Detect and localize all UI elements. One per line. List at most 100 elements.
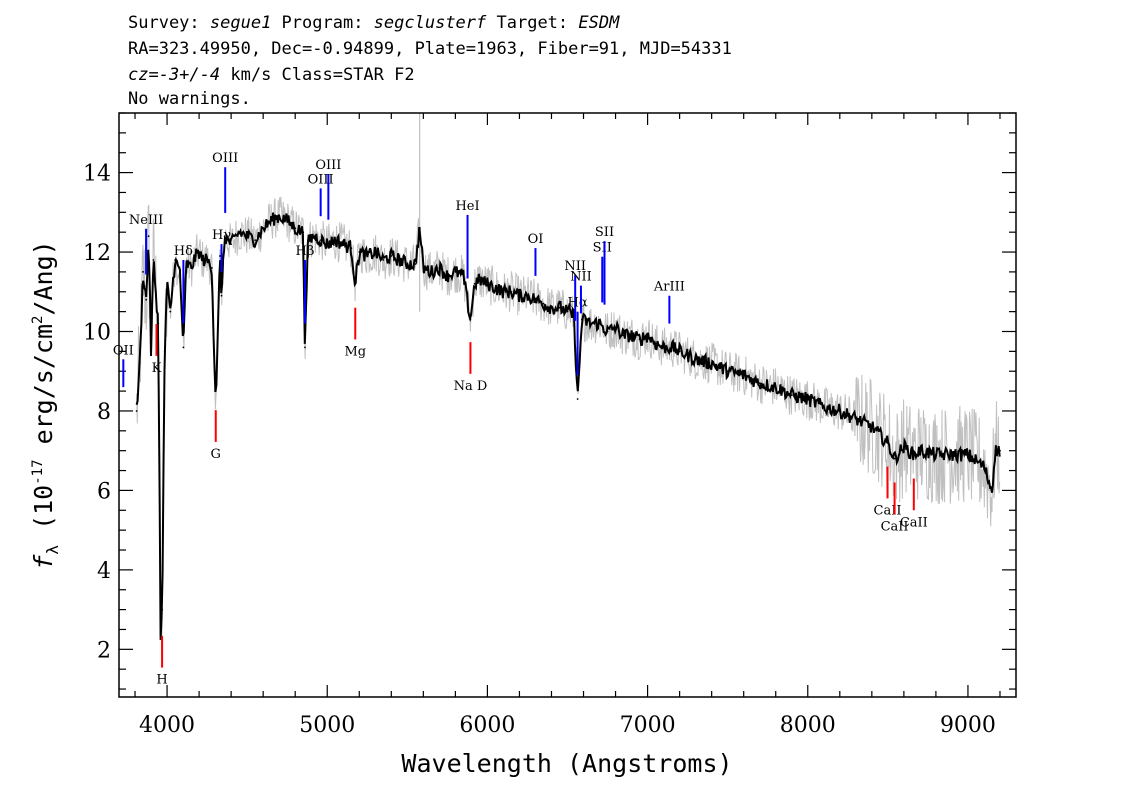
flux-point (262, 227, 265, 230)
y-title-f: f (29, 554, 58, 570)
flux-point (903, 445, 905, 448)
flux-point (254, 239, 257, 242)
y-title-mid2: erg/s/cm (29, 324, 58, 459)
y-title-exp1: -17 (30, 459, 46, 484)
absorption-line-label: Na D (454, 379, 488, 394)
flux-point (550, 306, 553, 309)
flux-series (135, 212, 1001, 640)
x-tick-label: 4000 (139, 713, 195, 738)
flux-point (622, 334, 625, 337)
flux-point (469, 318, 472, 321)
header-line1-part-1: segue1 (210, 13, 271, 33)
x-tick-label: 5000 (299, 713, 355, 738)
flux-point (454, 271, 457, 273)
x-tick-label: 8000 (780, 713, 836, 738)
flux-point (179, 271, 181, 273)
absorption-line-label: CaII (874, 503, 902, 518)
flux-point (662, 346, 665, 349)
flux-point (238, 231, 241, 234)
emission-line-label: Hα (568, 296, 588, 311)
flux-point (774, 386, 777, 388)
header-line1-part-5: ESDM (578, 13, 620, 33)
flux-point (758, 382, 761, 384)
flux-point (983, 465, 985, 468)
header-line1-part-2: Program: (271, 13, 373, 33)
flux-point (414, 263, 417, 265)
flux-point (991, 489, 993, 492)
flux-point (223, 235, 226, 238)
flux-point (854, 418, 857, 420)
flux-point (157, 322, 160, 325)
flux-point (211, 267, 213, 269)
flux-point (576, 398, 579, 400)
flux-point (190, 267, 193, 269)
emission-line-label: NeIII (129, 213, 163, 228)
flux-point (294, 227, 297, 230)
flux-point (163, 350, 166, 353)
emission-line-label: SII (595, 225, 614, 240)
flux-point (919, 449, 921, 452)
flux-point (994, 449, 997, 452)
y-axis-title: fλ (10-17 erg/s/cm2/Ang) (29, 240, 62, 569)
flux-point (542, 302, 545, 305)
flux-point (526, 294, 529, 297)
absorption-line-label: H (156, 673, 167, 688)
flux-point (630, 334, 633, 337)
flux-point (870, 426, 873, 428)
plot-frame (118, 112, 1017, 698)
emission-line-label: HeI (455, 199, 479, 214)
header-class-line: cz=-3+/-4 km/s Class=STAR F2 (128, 65, 415, 85)
flux-point (185, 263, 188, 265)
flux-point (654, 342, 657, 345)
flux-point (502, 290, 505, 293)
flux-point (220, 294, 223, 297)
flux-point (726, 370, 729, 373)
flux-point (326, 243, 329, 246)
y-title-mid: (10 (29, 485, 58, 545)
flux-point (951, 453, 953, 456)
flux-point (161, 608, 164, 611)
emission-line-label: NII (570, 270, 592, 285)
emission-line-label: OI (528, 232, 544, 247)
emission-line-label: OII (113, 343, 134, 358)
flux-point (446, 275, 449, 277)
flux-point (302, 231, 305, 234)
flux-point (358, 251, 361, 253)
x-tick-label: 7000 (620, 713, 676, 738)
flux-point (374, 251, 377, 253)
flux-point (967, 453, 969, 456)
flux-point (478, 279, 481, 281)
flux-point (742, 374, 745, 377)
flux-point (342, 243, 345, 246)
flux-point (670, 346, 673, 349)
flux-point (406, 263, 409, 265)
flux-point (159, 632, 162, 635)
flux-point (806, 398, 809, 400)
flux-point (886, 441, 889, 444)
flux-point (174, 259, 177, 261)
flux-point (154, 290, 157, 293)
y-title-exp2: 2 (30, 316, 46, 324)
flux-point (319, 239, 322, 242)
flux-point (219, 255, 221, 257)
flux-point (206, 259, 209, 261)
emission-line-label: OIII (315, 158, 341, 173)
y-tick-label: 8 (97, 400, 111, 425)
flux-point (398, 259, 401, 261)
flux-point (790, 394, 793, 396)
x-axis-title: Wavelength (Angstroms) (401, 749, 732, 778)
emission-line-label: SII (593, 241, 612, 256)
flux-point (418, 227, 421, 230)
flux-point (195, 255, 197, 257)
y-tick-label: 10 (83, 321, 111, 346)
header-line3-part-0: cz=-3+/-4 (128, 65, 220, 85)
flux-point (198, 251, 201, 253)
y-tick-label: 6 (97, 479, 111, 504)
emission-line-label: NII (564, 259, 586, 274)
flux-point (606, 330, 609, 333)
flux-point (534, 298, 537, 301)
flux-point (822, 406, 825, 408)
flux-point (214, 390, 217, 392)
flux-point (142, 271, 144, 273)
